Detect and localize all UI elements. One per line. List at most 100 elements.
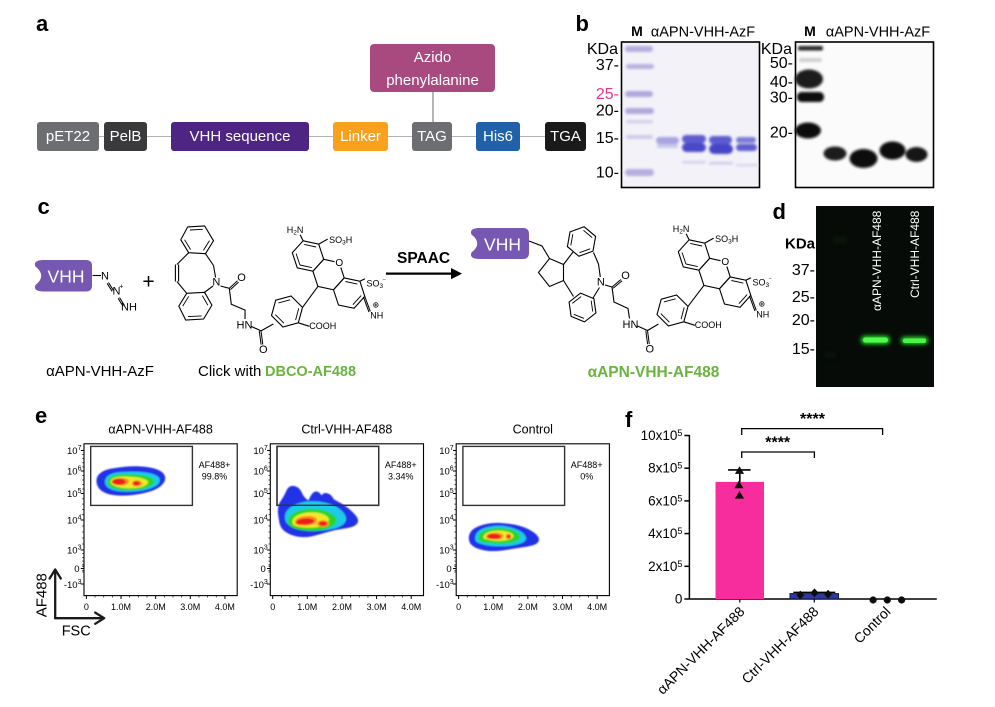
svg-text:O: O [621,270,630,282]
svg-text:AF488+: AF488+ [385,460,417,470]
svg-text:0: 0 [456,602,461,612]
svg-text:103: 103 [253,545,268,557]
svg-text:AF488+: AF488+ [571,460,603,470]
svg-text:105: 105 [439,488,454,500]
svg-text:107: 107 [67,445,82,457]
svg-text:-103: -103 [436,579,454,591]
svg-text:-103: -103 [250,579,268,591]
svg-text:N: N [113,286,121,298]
svg-text:****: **** [765,435,791,452]
svg-text:VHH: VHH [48,267,85,287]
svg-text:HN: HN [623,319,639,331]
svg-text:0: 0 [446,564,451,575]
svg-text:O: O [646,344,655,356]
svg-text:2.0M: 2.0M [518,602,538,612]
svg-text:Control: Control [850,603,893,646]
svg-text:4.0M: 4.0M [215,602,235,612]
svg-text:104: 104 [253,515,268,527]
svg-text:107: 107 [439,445,454,457]
svg-text:N: N [101,271,109,283]
svg-text:αAPN-VHH-AzF: αAPN-VHH-AzF [46,363,154,380]
svg-text:αAPN-VHH-AF488: αAPN-VHH-AF488 [108,423,213,437]
svg-text:8x105: 8x105 [648,461,682,476]
svg-text:4.0M: 4.0M [401,602,421,612]
svg-text:Click with: Click with [198,363,261,380]
svg-text:20-: 20- [596,103,619,120]
svg-text:103: 103 [439,545,454,557]
svg-text:O: O [259,344,268,356]
svg-text:0: 0 [270,602,275,612]
svg-text:αAPN-VHH-AF488: αAPN-VHH-AF488 [870,210,884,311]
svg-text:1.0M: 1.0M [111,602,131,612]
svg-text:AF488+: AF488+ [199,460,231,470]
svg-text:M: M [631,23,643,39]
svg-text:COOH: COOH [695,320,722,330]
svg-text:4x105: 4x105 [648,526,682,541]
svg-text:15-: 15- [596,130,619,147]
svg-text:H2N: H2N [287,225,304,237]
svg-text:SO3‾: SO3‾ [366,279,386,291]
svg-text:25-: 25- [596,86,619,103]
svg-text:3.0M: 3.0M [367,602,387,612]
svg-text:COOH: COOH [309,321,336,331]
svg-text:106: 106 [67,466,82,478]
svg-text:⊕: ⊕ [372,300,379,309]
svg-text:HN: HN [237,320,253,332]
svg-text:Ctrl-VHH-AF488: Ctrl-VHH-AF488 [738,603,822,687]
svg-text:KDa: KDa [785,236,816,253]
svg-text:αAPN-VHH-AF488: αAPN-VHH-AF488 [588,364,720,381]
svg-text:105: 105 [253,488,268,500]
svg-text:SO3H: SO3H [715,234,738,246]
svg-text:NH: NH [370,310,383,320]
svg-text:20-: 20- [770,125,793,142]
svg-text:0: 0 [675,592,683,607]
svg-text:Ctrl-VHH-AF488: Ctrl-VHH-AF488 [908,210,922,298]
svg-text:Control: Control [513,423,553,437]
svg-text:2x105: 2x105 [648,559,682,574]
svg-text:****: **** [800,411,826,428]
svg-text:O: O [237,272,246,284]
svg-text:SO3H: SO3H [329,235,352,247]
svg-text:⊕: ⊕ [758,299,765,308]
svg-text:6x105: 6x105 [648,493,682,508]
svg-text:O: O [721,257,729,268]
svg-text:SPAAC: SPAAC [397,250,450,267]
svg-text:10x105: 10x105 [641,428,683,443]
svg-text:107: 107 [253,445,268,457]
svg-text:αAPN-VHH-AzF: αAPN-VHH-AzF [826,25,930,41]
svg-text:1.0M: 1.0M [483,602,503,612]
svg-text:N: N [597,277,605,289]
svg-text:+: + [142,271,154,294]
svg-text:15-: 15- [792,341,815,358]
svg-text:10-: 10- [596,165,619,182]
svg-text:FSC: FSC [62,624,91,640]
svg-text:99.8%: 99.8% [202,472,228,482]
svg-text:37-: 37- [792,262,815,279]
svg-text:KDa: KDa [761,41,792,58]
svg-text:40-: 40- [770,74,793,91]
svg-text:NH: NH [756,309,769,319]
svg-text:αAPN-VHH-AzF: αAPN-VHH-AzF [651,25,755,41]
svg-text:NH: NH [121,302,137,314]
svg-text:KDa: KDa [587,41,618,58]
svg-text:VHH: VHH [484,235,521,255]
svg-text:37-: 37- [596,57,619,74]
svg-text:SO3‾: SO3‾ [752,278,772,290]
svg-text:-103: -103 [64,579,82,591]
svg-text:20-: 20- [792,312,815,329]
svg-text:AF488: AF488 [34,573,51,617]
svg-text:DBCO-AF488: DBCO-AF488 [265,364,356,380]
svg-text:2.0M: 2.0M [332,602,352,612]
svg-text:2.0M: 2.0M [146,602,166,612]
svg-text:0: 0 [84,602,89,612]
svg-text:3.34%: 3.34% [388,472,414,482]
svg-text:αAPN-VHH-AF488: αAPN-VHH-AF488 [654,603,748,697]
svg-text:50-: 50- [770,55,793,72]
svg-text:103: 103 [67,545,82,557]
svg-text:4.0M: 4.0M [587,602,607,612]
svg-text:H2N: H2N [673,224,690,236]
svg-text:0: 0 [74,564,79,575]
svg-text:3.0M: 3.0M [552,602,572,612]
svg-text:3.0M: 3.0M [180,602,200,612]
svg-text:105: 105 [67,488,82,500]
